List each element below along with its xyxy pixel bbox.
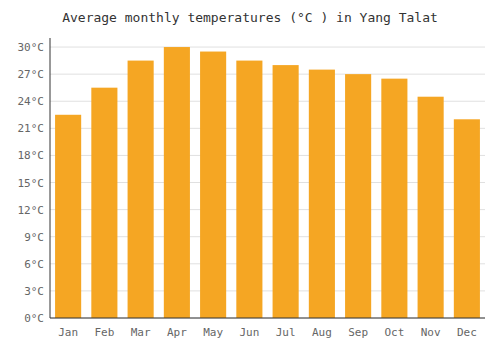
bar bbox=[381, 79, 407, 318]
bar bbox=[345, 74, 371, 318]
bar bbox=[309, 70, 335, 318]
y-axis bbox=[50, 38, 51, 318]
x-tick-label: Sep bbox=[348, 326, 368, 339]
y-tick-label: 27°C bbox=[18, 68, 45, 81]
x-tick-label: Dec bbox=[457, 326, 477, 339]
bar bbox=[236, 61, 262, 318]
bar bbox=[418, 97, 444, 318]
bar bbox=[200, 52, 226, 318]
y-tick-label: 24°C bbox=[18, 95, 45, 108]
bar bbox=[91, 88, 117, 318]
grid bbox=[50, 47, 485, 318]
y-tick-label: 0°C bbox=[24, 312, 44, 325]
x-tick-label: Jun bbox=[239, 326, 259, 339]
bar bbox=[164, 47, 190, 318]
y-tick-label: 18°C bbox=[18, 149, 45, 162]
x-tick-label: Apr bbox=[167, 326, 187, 339]
grid-line bbox=[50, 74, 485, 75]
grid-line bbox=[50, 318, 485, 319]
bars bbox=[55, 47, 480, 318]
y-tick-label: 15°C bbox=[18, 177, 45, 190]
bar bbox=[128, 61, 154, 318]
y-tick-label: 3°C bbox=[24, 285, 44, 298]
bar bbox=[55, 115, 81, 318]
y-tick-label: 9°C bbox=[24, 231, 44, 244]
grid-line bbox=[50, 47, 485, 48]
y-tick-label: 12°C bbox=[18, 204, 45, 217]
y-tick-label: 30°C bbox=[18, 41, 45, 54]
title: Average monthly temperatures (°C ) in Ya… bbox=[62, 10, 438, 25]
x-tick-label: Feb bbox=[94, 326, 114, 339]
x-tick-label: Jul bbox=[276, 326, 296, 339]
y-tick-label: 6°C bbox=[24, 258, 44, 271]
x-tick-label: May bbox=[203, 326, 223, 339]
y-tick-label: 21°C bbox=[18, 122, 45, 135]
bar bbox=[273, 65, 299, 318]
x-tick-label: Aug bbox=[312, 326, 332, 339]
x-tick-label: Jan bbox=[58, 326, 78, 339]
x-tick-label: Mar bbox=[131, 326, 151, 339]
chart: Average monthly temperatures (°C ) in Ya… bbox=[0, 0, 500, 350]
bar bbox=[454, 119, 480, 318]
x-tick-label: Oct bbox=[384, 326, 404, 339]
x-tick-label: Nov bbox=[421, 326, 441, 339]
x-axis bbox=[50, 318, 485, 319]
